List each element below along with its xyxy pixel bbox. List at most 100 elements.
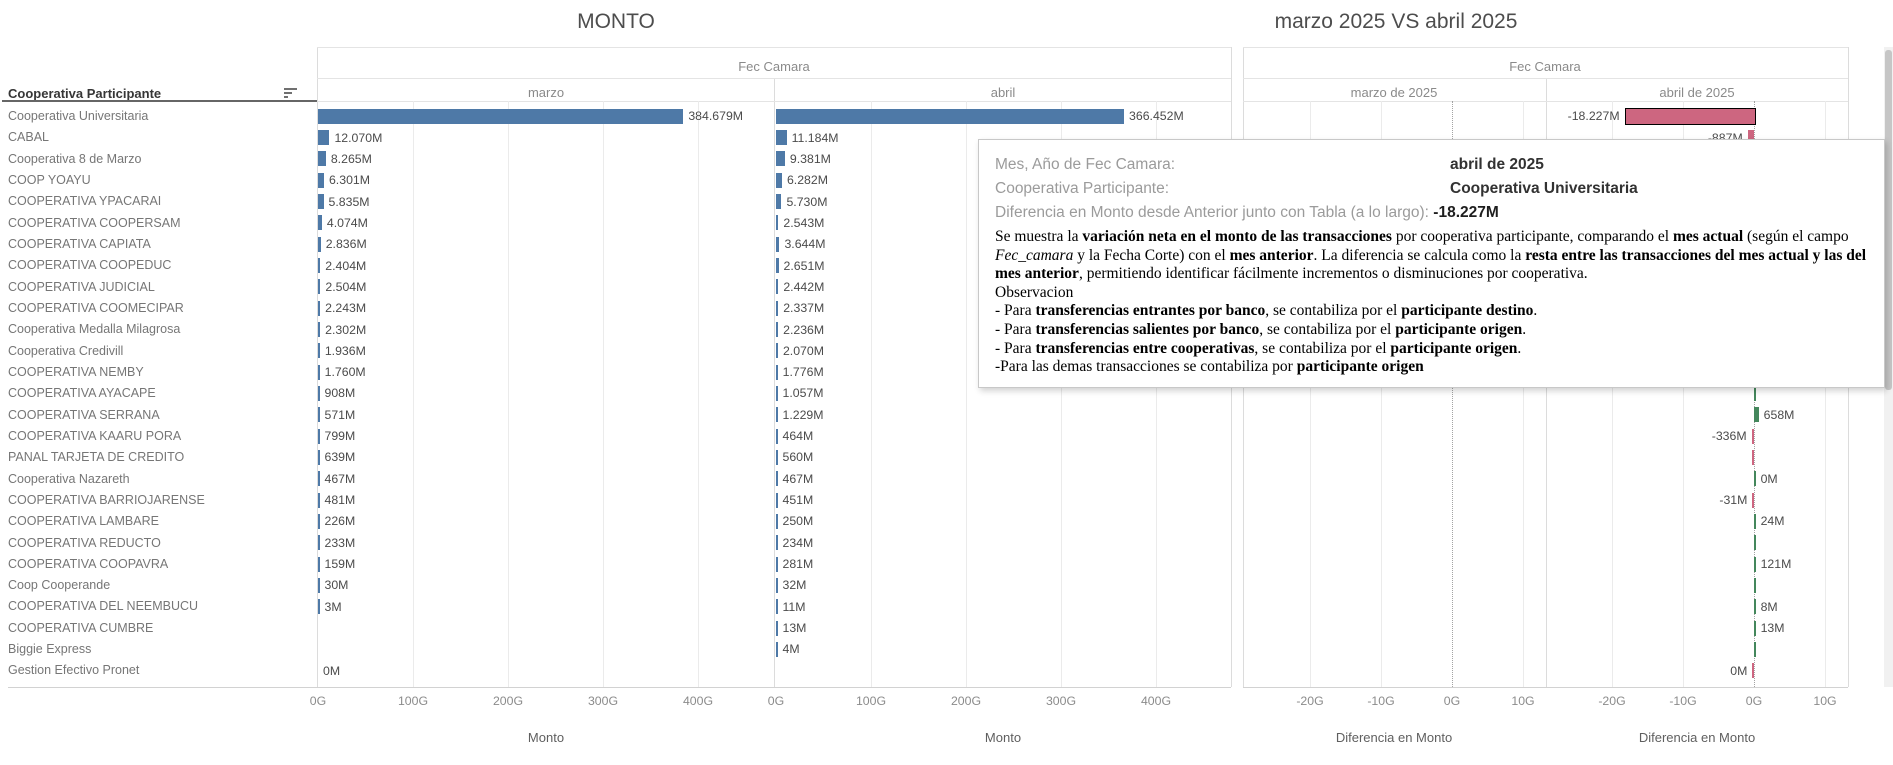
diff-bar-abril[interactable] [1754,407,1759,423]
monto-bar-abril[interactable] [776,449,778,465]
monto-bar-abril[interactable] [776,321,779,337]
row-header-title[interactable]: Cooperativa Participante [8,86,162,101]
diff-bar-abril[interactable] [1752,492,1754,508]
diff-bar-abril[interactable] [1754,620,1756,636]
monto-bar-abril[interactable] [776,620,778,636]
monto-bar-abril[interactable] [776,343,778,359]
monto-bar-marzo[interactable] [318,129,330,145]
column-header-abril[interactable]: abril [990,85,1016,100]
monto-bar-abril[interactable] [776,129,787,145]
monto-bar-abril[interactable] [776,236,780,252]
sort-icon[interactable] [284,88,298,100]
monto-bar-abril[interactable] [776,279,779,295]
monto-bar-marzo[interactable] [318,108,684,124]
row-label[interactable]: COOPERATIVA BARRIOJARENSE [8,492,205,507]
diff-bar-abril[interactable] [1754,641,1756,657]
monto-bar-abril[interactable] [776,535,778,551]
row-label[interactable]: COOPERATIVA CAPIATA [8,236,151,251]
monto-bar-marzo[interactable] [318,492,320,508]
row-label[interactable]: COOP YOAYU [8,172,91,187]
monto-bar-marzo[interactable] [318,535,320,551]
diff-bar-abril[interactable] [1754,513,1756,529]
row-label[interactable]: PANAL TARJETA DE CREDITO [8,450,185,465]
row-label[interactable]: Cooperativa Credivill [8,343,124,358]
monto-bar-abril[interactable] [776,407,778,423]
diff-bar-abril[interactable] [1754,556,1756,572]
monto-bar-marzo[interactable] [318,513,320,529]
row-label[interactable]: COOPERATIVA COOPEDUC [8,258,172,273]
monto-bar-marzo[interactable] [318,471,320,487]
monto-bar-marzo[interactable] [318,577,320,593]
monto-bar-abril[interactable] [776,108,1125,124]
diff-bar-abril[interactable] [1754,471,1756,487]
monto-bar-abril[interactable] [776,492,778,508]
monto-bar-abril[interactable] [776,428,778,444]
diff-bar-abril[interactable] [1624,107,1756,125]
row-label[interactable]: Cooperativa 8 de Marzo [8,151,142,166]
monto-bar-marzo[interactable] [318,428,320,444]
row-label[interactable]: COOPERATIVA REDUCTO [8,535,161,550]
column-header-abril-2025[interactable]: abril de 2025 [1659,85,1735,100]
monto-bar-marzo[interactable] [318,193,324,209]
monto-bar-abril[interactable] [776,172,782,188]
monto-bar-abril[interactable] [776,471,778,487]
monto-bar-abril[interactable] [776,556,778,572]
row-label[interactable]: Cooperativa Universitaria [8,108,149,123]
row-label[interactable]: COOPERATIVA CUMBRE [8,620,154,635]
scrollbar-thumb[interactable] [1885,50,1892,390]
row-label[interactable]: COOPERATIVA AYACAPE [8,386,156,401]
monto-bar-marzo[interactable] [318,364,320,380]
monto-bar-marzo[interactable] [318,556,320,572]
row-label[interactable]: COOPERATIVA LAMBARE [8,514,159,529]
row-label[interactable]: Biggie Express [8,642,92,657]
diff-bar-abril[interactable] [1754,599,1756,615]
row-label[interactable]: CABAL [8,130,49,145]
diff-bar-abril[interactable] [1754,577,1756,593]
diff-bar-abril[interactable] [1747,129,1754,145]
monto-bar-abril[interactable] [776,300,779,316]
monto-bar-marzo[interactable] [318,300,321,316]
row-label[interactable]: COOPERATIVA YPACARAI [8,194,162,209]
monto-bar-marzo[interactable] [318,257,321,273]
monto-bar-marzo[interactable] [318,215,322,231]
diff-bar-abril[interactable] [1754,535,1756,551]
row-label[interactable]: Gestion Efectivo Pronet [8,663,140,678]
monto-bar-marzo[interactable] [318,321,321,337]
monto-bar-abril[interactable] [776,215,779,231]
monto-bar-abril[interactable] [776,364,778,380]
diff-bar-abril[interactable] [1754,385,1756,401]
diff-bar-abril[interactable] [1752,449,1754,465]
monto-bar-marzo[interactable] [318,343,320,359]
diff-bar-abril[interactable] [1751,428,1754,444]
monto-bar-abril[interactable] [776,513,778,529]
monto-bar-marzo[interactable] [318,407,320,423]
row-label[interactable]: COOPERATIVA SERRANA [8,407,160,422]
monto-bar-abril[interactable] [776,193,782,209]
monto-bar-marzo[interactable] [318,151,326,167]
row-label[interactable]: COOPERATIVA COOPERSAM [8,215,181,230]
monto-bar-marzo[interactable] [318,279,321,295]
monto-bar-abril[interactable] [776,257,779,273]
monto-bar-marzo[interactable] [318,449,320,465]
monto-bar-marzo[interactable] [318,236,321,252]
monto-bar-abril[interactable] [776,599,778,615]
diff-bar-abril[interactable] [1752,663,1754,679]
row-label[interactable]: COOPERATIVA JUDICIAL [8,279,155,294]
row-label[interactable]: COOPERATIVA COOPAVRA [8,556,169,571]
row-label[interactable]: Coop Cooperande [8,578,111,593]
row-label[interactable]: COOPERATIVA NEMBY [8,364,144,379]
row-label[interactable]: COOPERATIVA DEL NEEMBUCU [8,599,199,614]
monto-bar-abril[interactable] [776,577,778,593]
column-header-marzo-2025[interactable]: marzo de 2025 [1350,85,1438,100]
monto-bar-abril[interactable] [776,641,778,657]
monto-bar-marzo[interactable] [318,385,320,401]
monto-bar-abril[interactable] [776,151,785,167]
monto-bar-marzo[interactable] [318,599,320,615]
row-label[interactable]: Cooperativa Medalla Milagrosa [8,322,181,337]
row-label[interactable]: COOPERATIVA COOMECIPAR [8,300,184,315]
monto-bar-marzo[interactable] [318,172,324,188]
column-header-marzo[interactable]: marzo [527,85,565,100]
row-label[interactable]: COOPERATIVA KAARU PORA [8,428,182,443]
monto-bar-abril[interactable] [776,385,778,401]
row-label[interactable]: Cooperativa Nazareth [8,471,130,486]
